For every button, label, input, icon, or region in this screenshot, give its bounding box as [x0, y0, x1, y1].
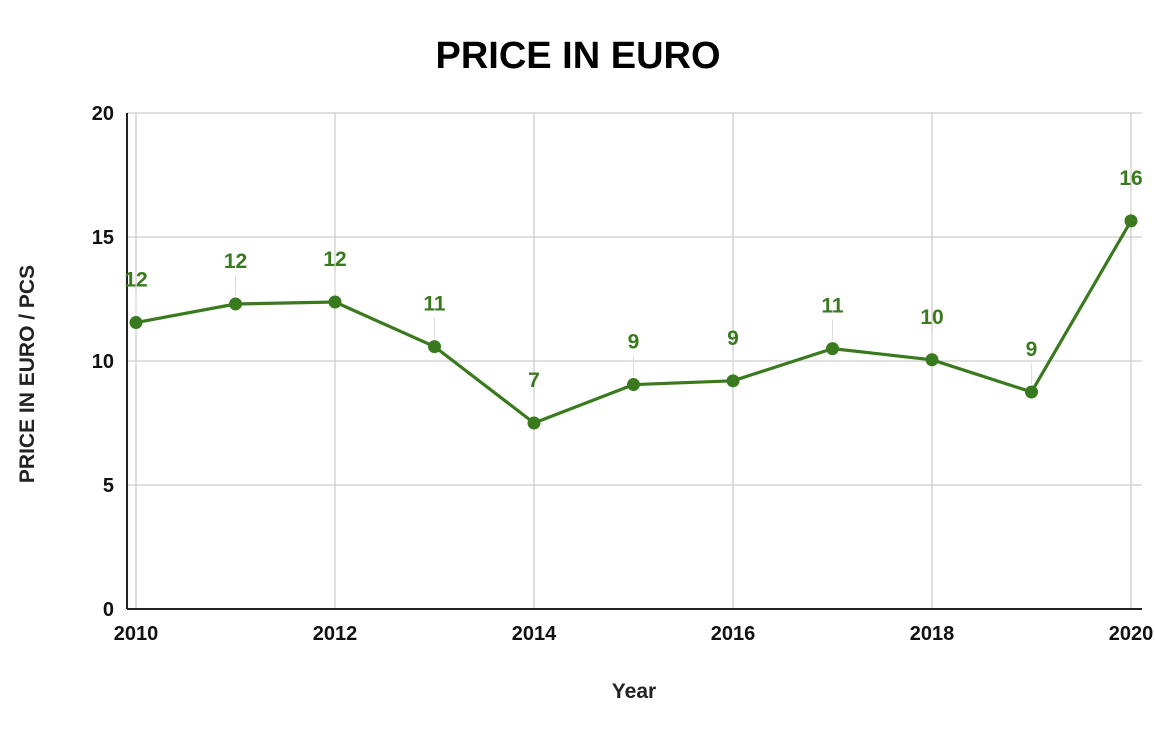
y-tick-label: 5	[103, 475, 114, 497]
y-tick-label: 20	[92, 103, 114, 125]
x-tick-label: 2012	[313, 623, 358, 645]
data-point	[229, 297, 242, 311]
y-tick-label: 10	[92, 351, 114, 373]
data-label: 12	[323, 248, 346, 271]
data-label: 9	[727, 327, 739, 350]
data-label: 11	[423, 293, 446, 316]
data-point	[1025, 385, 1038, 399]
x-axis-label: Year	[612, 680, 656, 703]
chart-title: PRICE IN EURO	[435, 35, 720, 77]
axes: 0 5 10 15 20 2010 2012 2014 2016 2018 2020	[92, 103, 1154, 645]
y-tick-label: 0	[103, 599, 114, 621]
data-label: 16	[1119, 167, 1142, 190]
data-labels: 12 12 12 11 7 9 9 11 10 9 16	[124, 167, 1143, 415]
data-point	[428, 340, 441, 354]
data-label: 9	[1026, 338, 1038, 361]
data-point	[726, 374, 740, 388]
data-point	[129, 316, 143, 330]
data-label: 7	[528, 369, 540, 392]
y-axis-label: PRICE IN EURO / PCS	[16, 265, 39, 483]
data-point	[826, 342, 839, 356]
y-tick-label: 15	[92, 227, 114, 249]
data-label: 11	[821, 295, 844, 318]
series-line	[134, 219, 1133, 425]
data-point	[328, 295, 342, 309]
data-label: 9	[628, 331, 640, 354]
data-label: 10	[920, 306, 943, 329]
data-label: 12	[224, 250, 247, 273]
data-point	[527, 416, 541, 430]
data-point	[627, 378, 640, 392]
x-tick-label: 2020	[1109, 623, 1154, 645]
grid	[127, 112, 1142, 609]
x-tick-label: 2016	[711, 623, 756, 645]
series	[129, 214, 1138, 430]
data-point	[1124, 214, 1138, 228]
x-tick-label: 2014	[512, 623, 557, 645]
data-label: 12	[124, 269, 147, 292]
x-tick-label: 2018	[910, 623, 955, 645]
data-point	[925, 353, 939, 367]
x-tick-label: 2010	[114, 623, 159, 645]
